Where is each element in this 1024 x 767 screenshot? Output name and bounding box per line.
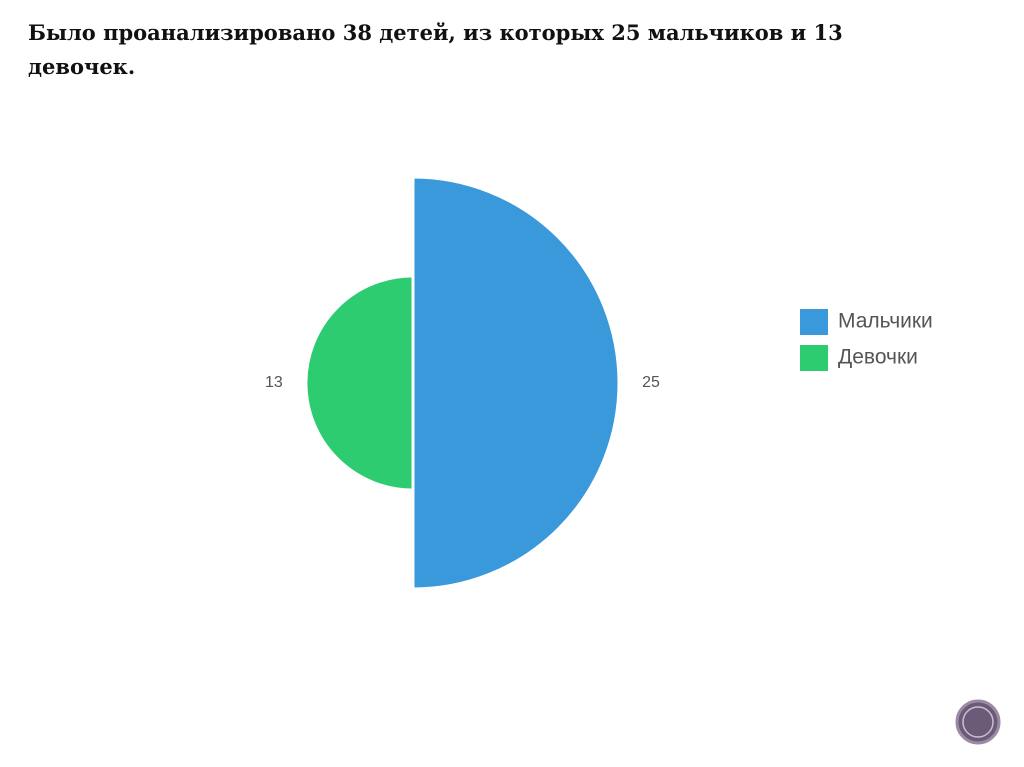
legend-swatch — [800, 309, 828, 335]
slide-title: Было проанализировано 38 детей, из котор… — [28, 20, 843, 79]
data-label: 25 — [642, 374, 660, 391]
data-label: 13 — [265, 374, 283, 391]
rose-slice — [304, 274, 415, 492]
legend-label: Мальчики — [838, 310, 933, 333]
legend-swatch — [800, 345, 828, 371]
rose-slice — [411, 175, 621, 591]
legend-label: Девочки — [838, 346, 918, 369]
decor-ring — [962, 706, 994, 738]
